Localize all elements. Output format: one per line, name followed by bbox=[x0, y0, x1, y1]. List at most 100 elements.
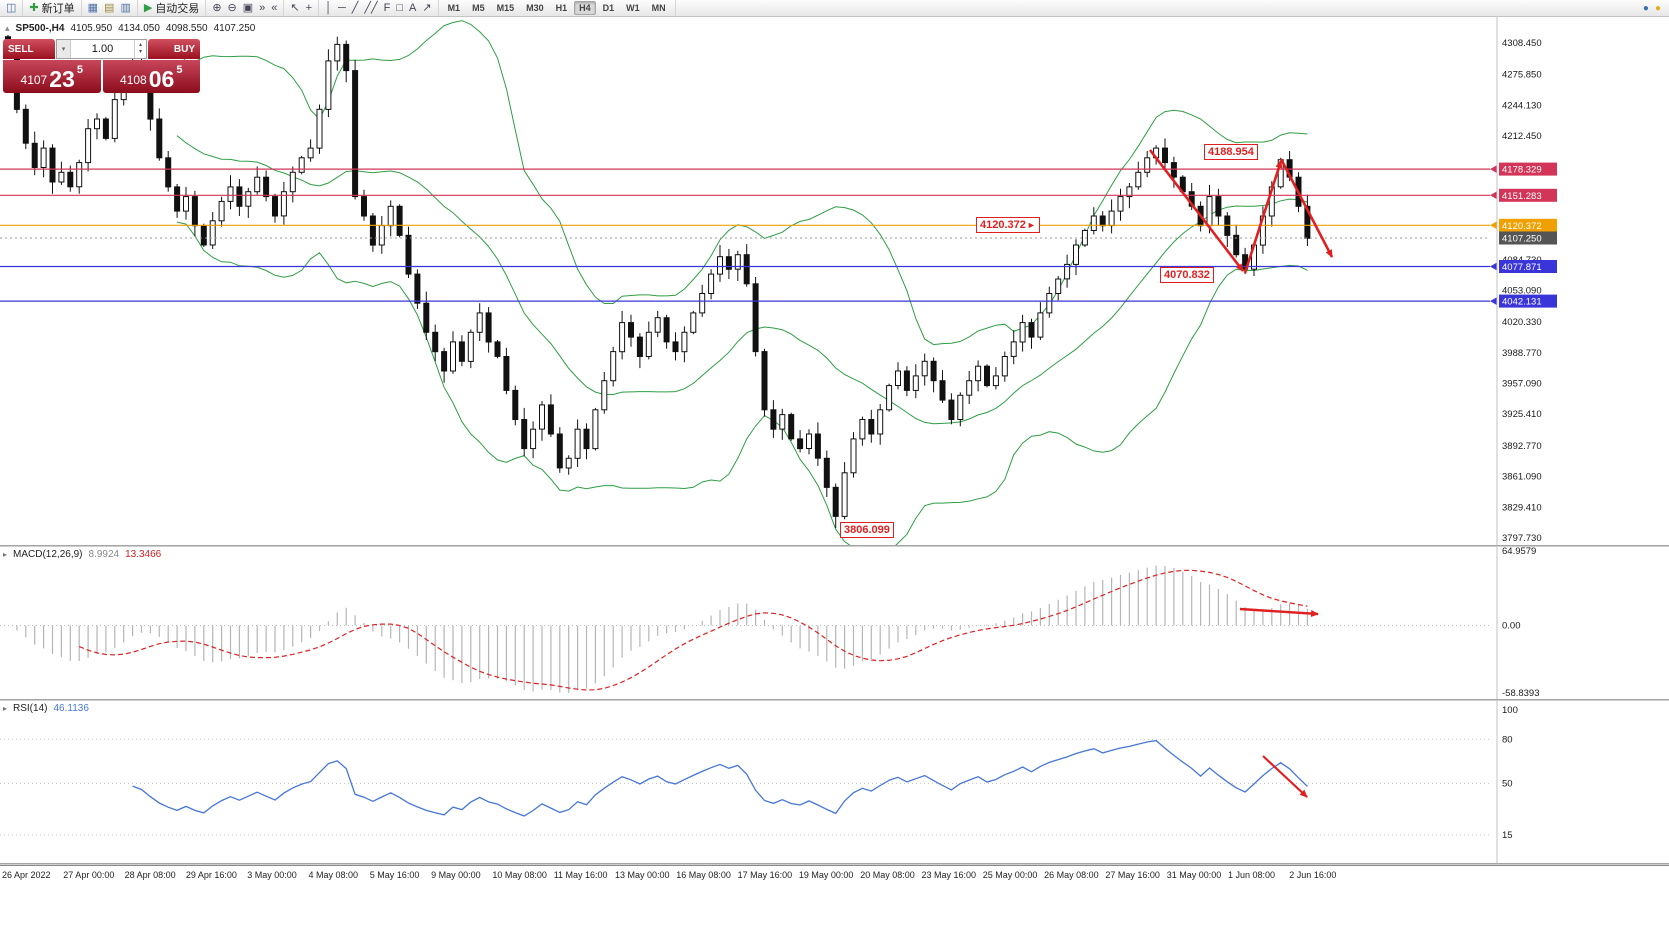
rsi-pane[interactable]: 100 80 50 15 ▸ RSI(14) 46.1136 bbox=[0, 701, 1669, 863]
buy-button[interactable]: BUY bbox=[148, 39, 200, 59]
svg-text:-58.8393: -58.8393 bbox=[1502, 688, 1540, 699]
timeframe-m15[interactable]: M15 bbox=[496, 3, 515, 13]
pane-splitter[interactable] bbox=[0, 545, 1669, 547]
ohlc-close: 4107.250 bbox=[213, 23, 256, 34]
macd-arrow[interactable] bbox=[1239, 607, 1319, 618]
timeframe-h4[interactable]: H4 bbox=[574, 1, 596, 15]
timeframe-d1[interactable]: D1 bbox=[602, 3, 615, 13]
sell-button[interactable]: SELL bbox=[3, 39, 55, 59]
time-axis-label: 11 May 16:00 bbox=[553, 870, 608, 880]
timeframe-m1[interactable]: M1 bbox=[447, 3, 461, 13]
main-chart-pane[interactable]: 4308.4504275.8504244.1304212.4504084.730… bbox=[0, 17, 1669, 545]
svg-text:0.00: 0.00 bbox=[1502, 621, 1521, 632]
macd-main-value: 8.9924 bbox=[88, 549, 120, 560]
new-chart-icon[interactable]: ◫ bbox=[3, 1, 19, 16]
ask-price-button[interactable]: 4108 06 5 bbox=[102, 60, 200, 93]
auto-trading-button[interactable]: ▶ 自动交易 bbox=[141, 1, 202, 16]
toolbar-group-pointer: ↖ + bbox=[284, 0, 320, 16]
toolbar-group-timeframes: M1 M5 M15 M30 H1 H4 D1 W1 MN bbox=[439, 0, 676, 16]
pane-collapse-icon[interactable]: ▸ bbox=[3, 550, 8, 559]
time-axis-label: 26 Apr 2022 bbox=[2, 870, 51, 880]
volume-input[interactable]: 1.00 bbox=[91, 43, 114, 55]
svg-text:64.9579: 64.9579 bbox=[1502, 547, 1536, 557]
new-order-button[interactable]: ✚ 新订单 bbox=[26, 1, 77, 16]
macd-label: ▸ MACD(12,26,9) 8.9924 13.3466 bbox=[3, 549, 161, 560]
volume-dropdown-icon[interactable]: ▾ bbox=[57, 40, 71, 58]
price-chart-canvas[interactable]: 4308.4504275.8504244.1304212.4504084.730… bbox=[0, 17, 1669, 545]
new-order-button-glyph: ✚ bbox=[29, 1, 39, 14]
pane-collapse-icon[interactable]: ▸ bbox=[3, 704, 8, 713]
time-axis-label: 20 May 08:00 bbox=[860, 870, 915, 880]
rsi-arrow[interactable] bbox=[1262, 755, 1308, 798]
trendline-icon-glyph: ╱ bbox=[351, 1, 359, 14]
trend-arrows[interactable] bbox=[1148, 149, 1334, 274]
chart-header: ▴ SP500-,H4 4105.950 4134.050 4098.550 4… bbox=[5, 23, 255, 34]
spinner-down-icon[interactable]: ▾ bbox=[138, 49, 142, 55]
bollinger-bands bbox=[176, 20, 1308, 545]
svg-text:15: 15 bbox=[1502, 830, 1513, 841]
svg-text:4053.090: 4053.090 bbox=[1502, 286, 1542, 297]
rsi-value: 46.1136 bbox=[53, 703, 89, 714]
sell-button-label: SELL bbox=[8, 43, 34, 55]
pane-splitter[interactable] bbox=[0, 863, 1669, 865]
volume-spinner[interactable]: ▴ ▾ bbox=[134, 40, 146, 58]
channel-icon[interactable]: ╱╱ bbox=[361, 1, 380, 16]
bid-big-digits: 23 bbox=[49, 66, 75, 92]
bid-price-button[interactable]: 4107 23 5 bbox=[3, 60, 101, 93]
time-axis-label: 19 May 00:00 bbox=[798, 870, 854, 880]
community-icon[interactable]: ● bbox=[1642, 2, 1649, 14]
trendline-icon[interactable]: ╱ bbox=[349, 1, 362, 16]
timeframe-h1[interactable]: H1 bbox=[555, 3, 568, 13]
crosshair-icon[interactable]: + bbox=[303, 1, 315, 16]
market-watch-icon-glyph: ▥ bbox=[120, 1, 131, 14]
macd-canvas[interactable]: 64.9579 0.00 -58.8393 bbox=[0, 547, 1669, 699]
timeframe-w1[interactable]: W1 bbox=[626, 3, 640, 13]
time-axis-label: 27 May 16:00 bbox=[1105, 870, 1160, 880]
tile-windows-icon[interactable]: ▣ bbox=[240, 1, 256, 16]
time-axis-label: 9 May 00:00 bbox=[431, 870, 481, 880]
chart-shift-icon[interactable]: « bbox=[268, 1, 280, 16]
text-icon-glyph: A bbox=[409, 1, 417, 14]
symbol-marker-icon: ▴ bbox=[5, 23, 10, 33]
price-annotation-low[interactable]: 4070.832 bbox=[1160, 267, 1214, 283]
alerts-icon[interactable]: ● bbox=[1654, 2, 1661, 14]
zoom-out-icon[interactable]: ⊖ bbox=[225, 1, 240, 16]
arrows-icon[interactable]: ↗ bbox=[419, 1, 434, 16]
rsi-canvas[interactable]: 100 80 50 15 bbox=[0, 701, 1669, 863]
timeframe-m5[interactable]: M5 bbox=[472, 3, 485, 13]
zoom-in-icon[interactable]: ⊕ bbox=[209, 1, 224, 16]
channel-icon-glyph: ╱╱ bbox=[364, 1, 378, 14]
pane-splitter[interactable] bbox=[0, 699, 1669, 701]
spinner-up-icon[interactable]: ▴ bbox=[138, 42, 142, 48]
timeframe-m30[interactable]: M30 bbox=[526, 3, 544, 13]
svg-text:4244.130: 4244.130 bbox=[1502, 100, 1542, 111]
vertical-line-icon[interactable]: │ bbox=[322, 1, 335, 16]
profiles-icon[interactable]: ▤ bbox=[101, 1, 117, 16]
time-axis-label: 5 May 16:00 bbox=[369, 870, 420, 880]
market-watch-icon[interactable]: ▥ bbox=[117, 1, 133, 16]
time-axis-label: 3 May 00:00 bbox=[247, 870, 297, 880]
horizontal-line-icon[interactable]: ─ bbox=[335, 1, 349, 16]
svg-text:4077.871: 4077.871 bbox=[1502, 262, 1542, 273]
rsi-line bbox=[132, 739, 1308, 817]
ohlc-low: 4098.550 bbox=[165, 23, 208, 34]
auto-scroll-icon[interactable]: » bbox=[256, 1, 268, 16]
time-axis-label: 25 May 00:00 bbox=[982, 870, 1038, 880]
price-annotation-pivot[interactable]: 4120.372 ► bbox=[976, 217, 1040, 233]
annotation-text: 4070.832 bbox=[1164, 269, 1210, 281]
fibonacci-icon[interactable]: F bbox=[381, 1, 394, 16]
cursor-icon[interactable]: ↖ bbox=[287, 1, 302, 16]
time-axis-label: 2 Jun 16:00 bbox=[1289, 870, 1337, 880]
tile-windows-icon-glyph: ▣ bbox=[242, 1, 254, 14]
chart-window-icon[interactable]: ▦ bbox=[85, 1, 101, 16]
svg-text:4020.330: 4020.330 bbox=[1502, 317, 1542, 328]
new-order-button-label: 新订单 bbox=[41, 3, 75, 15]
svg-text:4212.450: 4212.450 bbox=[1502, 131, 1542, 142]
shapes-icon[interactable]: □ bbox=[393, 1, 406, 16]
macd-pane[interactable]: 64.9579 0.00 -58.8393 ▸ MACD(12,26,9) 8.99… bbox=[0, 547, 1669, 699]
timeframe-mn[interactable]: MN bbox=[651, 3, 666, 13]
svg-text:3829.410: 3829.410 bbox=[1502, 502, 1542, 513]
price-annotation-peak[interactable]: 4188.954 bbox=[1204, 144, 1258, 160]
text-icon[interactable]: A bbox=[406, 1, 419, 16]
price-annotation-bottom[interactable]: 3806.099 bbox=[840, 522, 894, 538]
